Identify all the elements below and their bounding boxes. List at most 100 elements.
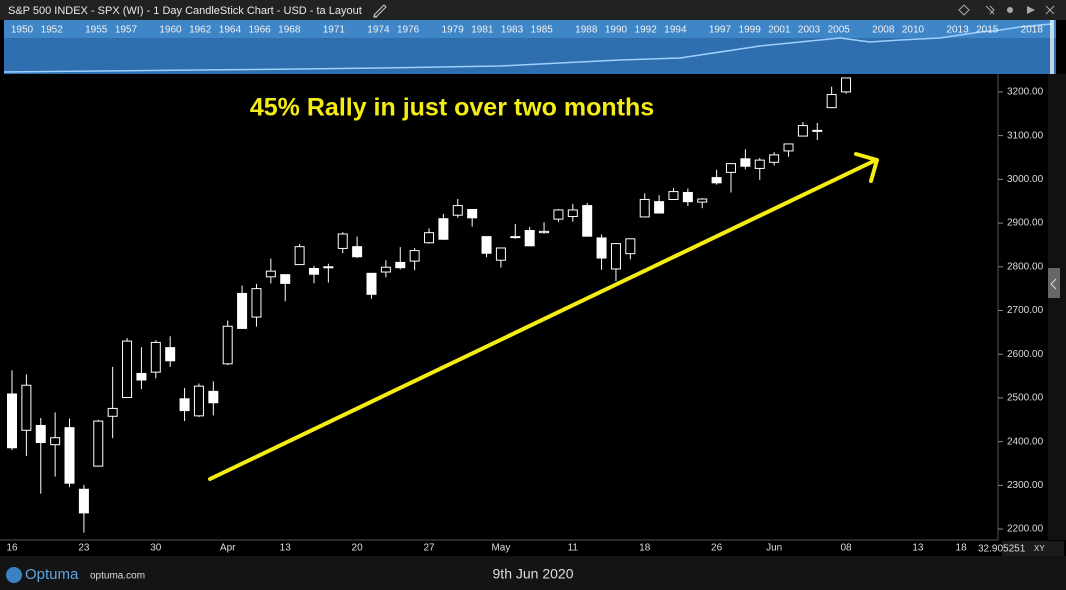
candle-body [380,266,391,273]
x-tick-label: 30 [150,543,162,554]
candle-body [237,292,248,329]
overview-year: 1960 [159,25,182,36]
candle-body [783,143,794,152]
x-tick-label: May [491,543,510,554]
y-tick-label: 2600.00 [1007,349,1044,360]
x-tick-label: 08 [840,543,852,554]
edit-icon[interactable] [373,4,387,18]
overview-year: 1981 [471,25,494,36]
y-tick-label: 2800.00 [1007,261,1044,272]
overview-year: 1983 [501,25,524,36]
scroll-arrow[interactable] [1050,278,1057,290]
candle-body [668,191,679,200]
candle-body [165,347,176,362]
candle-body [179,398,190,412]
candle-body [7,393,17,449]
overview-year: 2018 [1021,25,1044,36]
candle-body [467,209,478,219]
overview-year: 2013 [946,25,969,36]
diamond-icon[interactable] [958,4,970,16]
candle-body [107,407,118,417]
overview-year: 1974 [367,25,390,36]
candle-body [424,232,435,244]
candle-body [510,236,521,239]
candle-body [826,94,837,109]
x-tick-label: 11 [568,543,579,554]
pin-icon[interactable] [985,5,995,15]
y-tick-label: 2900.00 [1007,218,1044,229]
overview-year: 1955 [85,25,108,36]
x-tick-label: 23 [78,543,90,554]
overview-year: 2001 [768,25,791,36]
overview-strip: 1950 1952 1955 1957 1960 1962 1964 1966 1968 1971… [3,20,1056,74]
candle-body [150,341,161,373]
candle-body [35,424,46,444]
trend-arrow [208,152,879,481]
x-tick-label: 18 [639,543,651,554]
candle-body [21,384,32,431]
overview-year: 2005 [828,25,851,36]
candle-body [754,159,765,169]
y-tick-label: 3000.00 [1007,174,1044,185]
candle-body [797,125,808,137]
scrollbar [1048,74,1066,540]
candle-body [812,129,823,132]
overview-year: 1952 [41,25,64,36]
x-tick-label: Apr [220,543,236,554]
overview-year: 1966 [248,25,271,36]
candle-body [596,237,607,259]
overview-header [4,20,1056,38]
candle-body [481,236,492,254]
candle-body [395,261,406,269]
scale-mode[interactable]: XY [1034,544,1045,553]
y-tick-label: 2400.00 [1007,436,1044,447]
brand: Optuma [25,566,79,583]
candle-body [682,191,693,203]
overview-year: 1968 [278,25,301,36]
candle-body [582,205,593,237]
candle-body [265,270,276,278]
scale-box [1002,541,1064,556]
overview-year: 1999 [739,25,762,36]
arrow-shaft [208,158,878,481]
scroll-tab[interactable] [1048,268,1060,298]
candle-body [697,198,708,203]
overview-year: 2008 [872,25,895,36]
close-icon[interactable] [1045,5,1055,15]
overview-window[interactable] [1050,20,1054,74]
y-tick-label: 3100.00 [1007,130,1044,141]
overview-year: 2010 [902,25,925,36]
x-tick-label: 20 [352,543,364,554]
candle-body [452,205,463,216]
candle-body [50,437,61,446]
y-tick-label: 3200.00 [1007,87,1044,98]
candle-body [409,250,420,262]
candle-body [78,488,89,514]
candle-body [639,198,650,218]
overview-year: 2015 [976,25,999,36]
y-tick-label: 2200.00 [1007,524,1044,535]
x-tick-label: 26 [711,543,723,554]
brand-logo [6,567,22,583]
candle-body [93,420,104,467]
x-tick-label: 18 [956,543,968,554]
candle-body [495,247,506,261]
overview-year: 1976 [397,25,420,36]
candle-body [222,325,233,365]
candle-body [740,158,751,167]
overview-year: 1985 [531,25,554,36]
x-tick-label: Jun [766,543,782,554]
y-tick-label: 2700.00 [1007,305,1044,316]
overview-year: 1964 [219,25,242,36]
x-tick-label: 13 [912,543,924,554]
dot-icon[interactable] [1007,7,1013,13]
arrow-head [854,152,879,183]
candle-body [539,230,550,234]
overview-year: 1950 [11,25,34,36]
candle-body [769,154,780,163]
overview-year: 1994 [664,25,687,36]
arrow-icon[interactable] [1027,6,1035,14]
candle-body [567,209,578,218]
